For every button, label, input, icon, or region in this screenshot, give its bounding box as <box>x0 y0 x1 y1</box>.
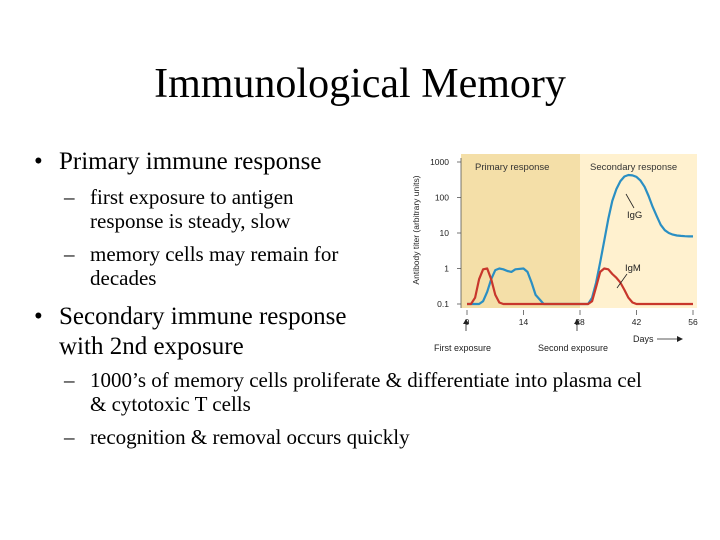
sub-bullet-line1: recognition & removal occurs quickly <box>90 425 410 449</box>
sub-bullet-line2: response is steady, slow <box>90 209 291 233</box>
annotation-first-exposure: First exposure <box>434 343 491 353</box>
region-primary <box>461 154 580 308</box>
series-line-igm <box>467 267 693 306</box>
y-tick-label: 0.1 <box>437 299 449 309</box>
x-tick-label: 28 <box>575 317 585 327</box>
sub-bullet-dash: – <box>64 185 75 209</box>
sub-bullet-line2: & cytotoxic T cells <box>90 392 251 416</box>
bullet-secondary-line2: with 2nd exposure <box>59 333 244 360</box>
y-axis-label: Antibody titer (arbitrary units) <box>411 175 421 284</box>
series-label-igg: IgG <box>627 210 642 221</box>
series-label-igm: IgM <box>625 263 641 274</box>
y-tick-label: 1000 <box>430 157 449 167</box>
slide-title: Immunological Memory <box>154 61 566 107</box>
chart-series <box>467 173 693 306</box>
annotation-second-exposure: Second exposure <box>538 343 608 353</box>
series-leader-igg <box>625 193 635 209</box>
bullet-dot: • <box>34 303 43 330</box>
sub-bullet-dash: – <box>64 242 75 266</box>
sub-bullet-dash: – <box>64 425 75 449</box>
y-ticks: 1000 100 10 1 0.1 <box>430 157 461 309</box>
x-tick-label: 56 <box>688 317 698 327</box>
x-tick-label: 42 <box>632 317 642 327</box>
sub-bullet-line1: 1000’s of memory cells proliferate & dif… <box>90 368 642 392</box>
y-tick-label: 10 <box>440 228 450 238</box>
bullet-dot: • <box>34 148 43 175</box>
bullet-primary-text: Primary immune response <box>59 148 322 175</box>
y-tick-label: 100 <box>435 193 449 203</box>
bullet-secondary-line1: Secondary immune response <box>59 303 347 330</box>
x-axis-arrowhead <box>677 336 683 342</box>
series-line-igg <box>467 173 693 306</box>
region-label-secondary: Secondary response <box>590 162 677 173</box>
sub-bullet-line2: decades <box>90 266 157 290</box>
region-label-primary: Primary response <box>475 162 549 173</box>
sub-bullet-dash: – <box>64 368 75 392</box>
second-exposure-arrowhead <box>574 319 580 324</box>
x-axis-label: Days <box>633 334 654 344</box>
first-exposure-arrowhead <box>463 319 469 324</box>
sub-bullet-line1: memory cells may remain for <box>90 242 339 266</box>
series-leader-igm <box>616 273 628 289</box>
x-tick-label: 14 <box>519 317 529 327</box>
sub-bullet-line1: first exposure to antigen <box>90 185 294 209</box>
chart-regions <box>461 154 697 308</box>
y-tick-label: 1 <box>444 264 449 274</box>
x-ticks: 014284256 <box>465 310 698 327</box>
